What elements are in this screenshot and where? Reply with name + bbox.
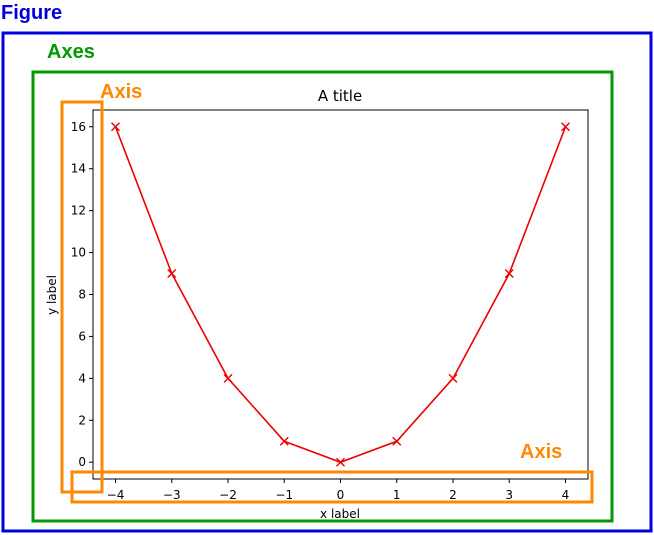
y-tick-label: 8 xyxy=(78,288,86,302)
data-point-marker xyxy=(167,269,177,279)
plot-area xyxy=(92,109,589,480)
y-axis-annotation-label: Axis xyxy=(100,81,142,103)
y-axis-label: y label xyxy=(45,275,59,315)
y-tick-label: 4 xyxy=(78,371,86,385)
x-tick-label: 4 xyxy=(562,488,570,502)
data-point-marker xyxy=(392,436,402,446)
y-tick-label: 6 xyxy=(78,329,86,343)
data-point-marker xyxy=(279,436,289,446)
x-axis-ticks: −4 −3 −2 −1 0 1 2 3 4 xyxy=(107,479,570,502)
y-tick-label: 12 xyxy=(71,204,86,218)
axes-frame xyxy=(31,70,614,523)
x-tick-label: −1 xyxy=(275,488,293,502)
x-tick-label: 2 xyxy=(449,488,457,502)
x-axis-annotation-label: Axis xyxy=(520,441,562,463)
data-point-marker xyxy=(448,373,458,383)
y-tick-label: 16 xyxy=(71,120,86,134)
data-series xyxy=(111,122,570,467)
axes-label: Axes xyxy=(47,41,95,63)
x-axis-frame xyxy=(70,470,594,504)
data-point-marker xyxy=(111,122,120,132)
plot-title: A title xyxy=(318,87,362,105)
x-tick-label: −3 xyxy=(163,488,181,502)
figure-label: Figure xyxy=(1,2,62,24)
x-tick-label: 0 xyxy=(337,488,345,502)
y-axis-ticks: 0 2 4 6 8 10 12 14 16 xyxy=(71,120,93,469)
data-point-marker xyxy=(223,373,233,383)
y-tick-label: 10 xyxy=(71,246,86,260)
data-point-marker xyxy=(561,122,570,132)
data-point-marker xyxy=(336,457,345,467)
data-point-marker xyxy=(504,269,514,279)
x-axis-label: x label xyxy=(320,507,360,521)
x-tick-label: 3 xyxy=(505,488,513,502)
x-tick-label: 1 xyxy=(393,488,401,502)
x-tick-label: −2 xyxy=(219,488,237,502)
y-axis-frame xyxy=(60,100,104,494)
x-tick-label: −4 xyxy=(107,488,125,502)
y-tick-label: 0 xyxy=(78,455,86,469)
figure-frame xyxy=(1,31,653,533)
y-tick-label: 14 xyxy=(71,162,86,176)
y-tick-label: 2 xyxy=(78,413,86,427)
